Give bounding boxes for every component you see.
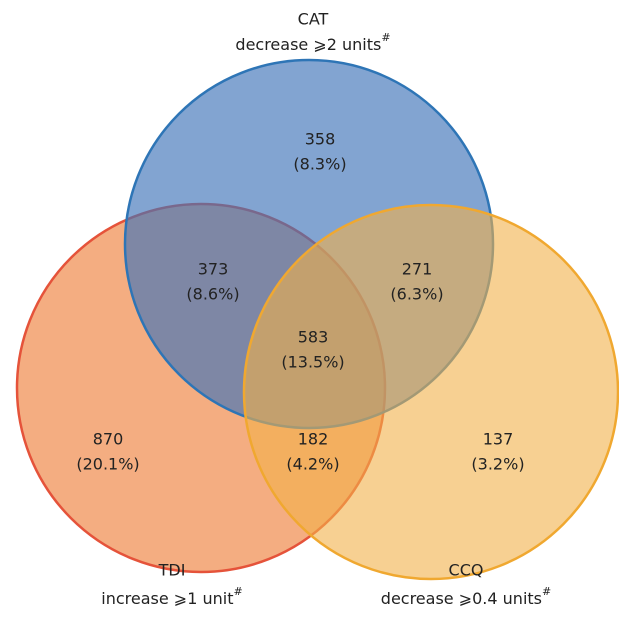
- region-percent: (6.3%): [390, 285, 443, 304]
- region-count: 358: [305, 130, 336, 149]
- region-count: 271: [402, 260, 433, 279]
- footnote-mark: #: [233, 585, 242, 598]
- set-name: CAT: [298, 10, 329, 29]
- region-count: 182: [298, 430, 329, 449]
- set-name: TDI: [158, 561, 186, 580]
- criterion-text: decrease ⩾2 units: [235, 35, 381, 54]
- region-count: 870: [93, 430, 124, 449]
- region-percent: (3.2%): [471, 455, 524, 474]
- criterion-text: increase ⩾1 unit: [101, 589, 233, 608]
- region-percent: (4.2%): [286, 455, 339, 474]
- set-criterion: decrease ⩾0.4 units#: [381, 585, 551, 608]
- set-criterion: increase ⩾1 unit#: [101, 585, 242, 608]
- circles: [15, 58, 619, 581]
- region-percent: (8.3%): [293, 155, 346, 174]
- footnote-mark: #: [381, 31, 390, 44]
- footnote-mark: #: [542, 585, 551, 598]
- region-count: 373: [198, 260, 229, 279]
- region-percent: (20.1%): [76, 455, 139, 474]
- region-count: 137: [483, 430, 514, 449]
- criterion-text: decrease ⩾0.4 units: [381, 589, 542, 608]
- region-percent: (8.6%): [186, 285, 239, 304]
- region-percent: (13.5%): [281, 353, 344, 372]
- set-criterion: decrease ⩾2 units#: [235, 31, 390, 54]
- set-name: CCQ: [449, 561, 484, 580]
- region-count: 583: [298, 328, 329, 347]
- ccq-circle: [242, 203, 619, 581]
